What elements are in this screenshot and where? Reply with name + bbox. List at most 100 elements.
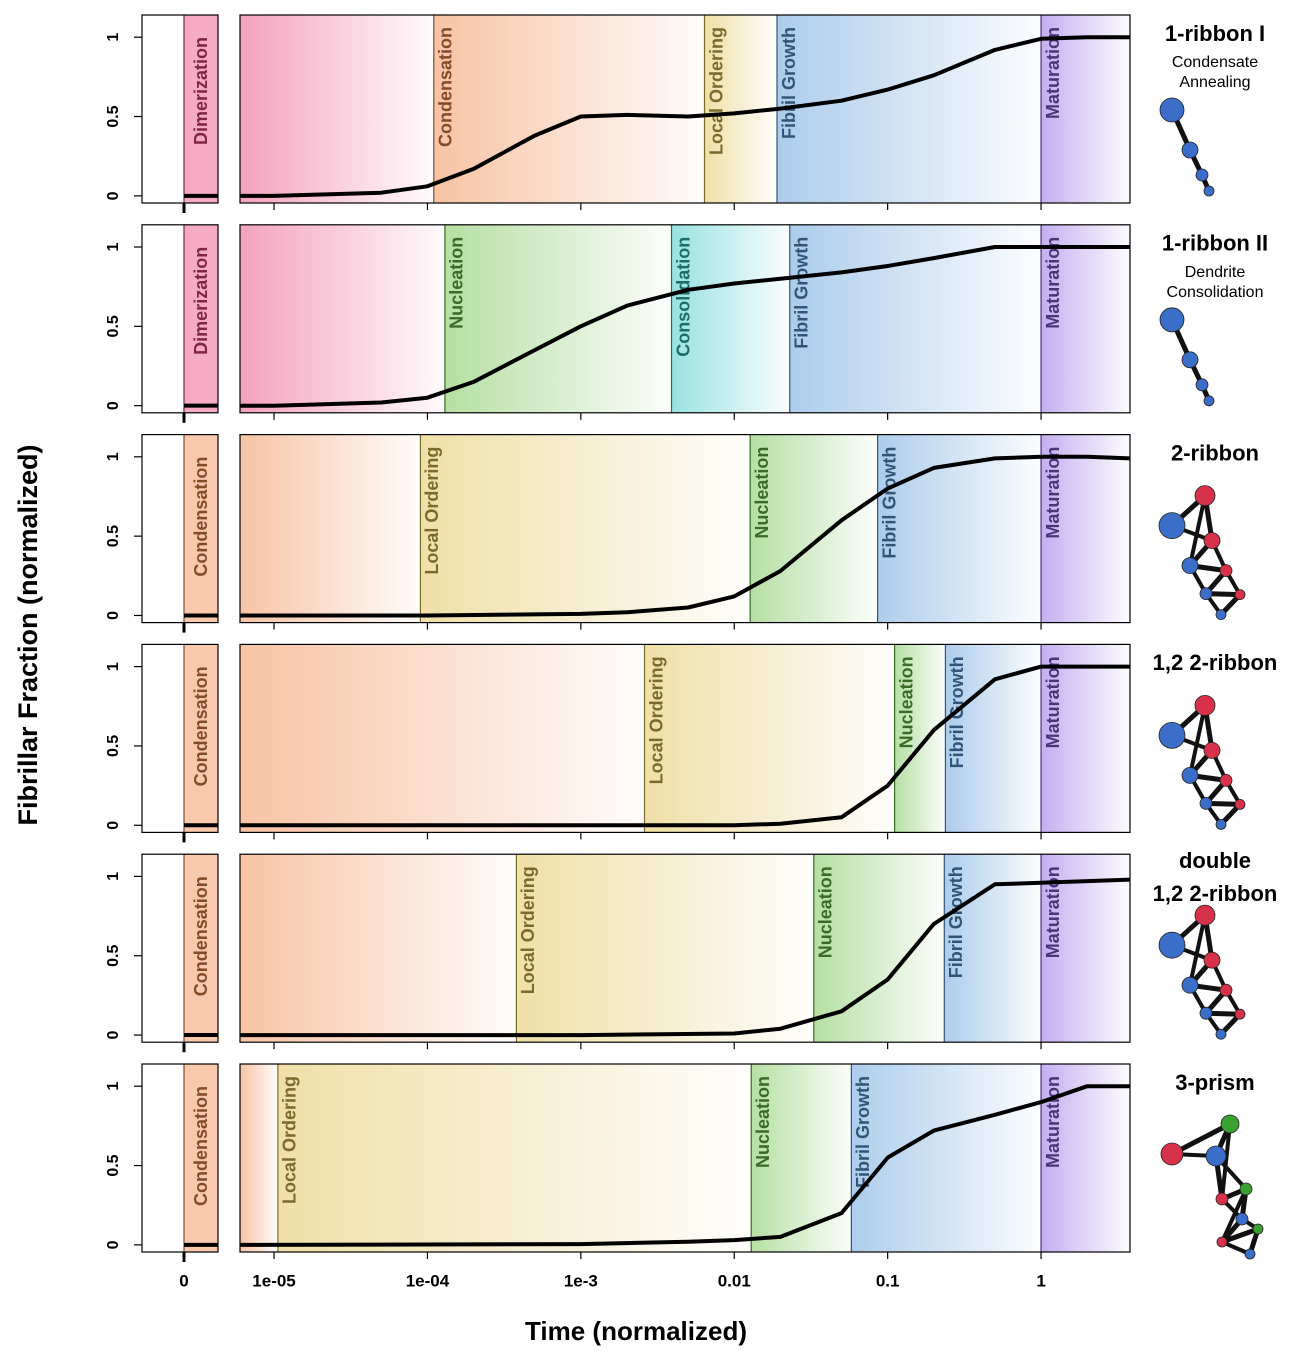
y-tick-label: 1 <box>105 242 122 251</box>
icon-bead <box>1234 589 1246 600</box>
phase-band <box>750 434 878 623</box>
phase-band <box>1041 224 1130 413</box>
phase-label: Maturation <box>1043 237 1063 329</box>
phase-label: Nucleation <box>447 237 467 329</box>
plot-frame <box>141 434 219 624</box>
panel: Condensation Local Ordering Nucleation Fibr… <box>105 434 1259 633</box>
icon-bead <box>1199 1006 1213 1020</box>
panel-title: 1,2 2-ribbon <box>1153 650 1278 675</box>
phase-band <box>945 644 1042 833</box>
phase-label: Dimerization <box>191 247 211 355</box>
phase-band <box>751 1064 852 1252</box>
x-tick-label: 1e-05 <box>252 1271 295 1290</box>
phase-band <box>789 224 1042 413</box>
phase-band <box>240 15 434 203</box>
phase-band <box>184 1064 218 1252</box>
phase-band <box>184 854 218 1043</box>
plot-frame <box>141 14 219 204</box>
y-tick-label: 0.5 <box>105 1154 122 1176</box>
icon-bead <box>1194 904 1216 926</box>
icon-bead <box>1205 1145 1227 1167</box>
icon-bead <box>1181 141 1199 159</box>
y-tick-label: 1 <box>105 872 122 881</box>
phase-label: Local Ordering <box>422 447 442 575</box>
y-tick-label: 0.5 <box>105 105 122 127</box>
phase-band <box>184 15 218 203</box>
y-tick-label: 0 <box>105 821 122 830</box>
mean-line <box>240 454 1131 618</box>
phase-band <box>851 1064 1042 1252</box>
icon-bond <box>1188 495 1207 567</box>
plot-frame <box>141 853 219 1043</box>
phase-band <box>813 854 945 1043</box>
phase-label: Maturation <box>1043 656 1063 748</box>
phase-label: Dimerization <box>191 37 211 145</box>
icon-bead <box>1181 351 1199 369</box>
phase-band <box>433 15 705 203</box>
y-tick-label: 0.5 <box>105 525 122 547</box>
mean-line <box>240 245 1130 408</box>
icon-bead <box>1239 1182 1253 1196</box>
phase-label: Maturation <box>1043 447 1063 539</box>
phase-label: Maturation <box>1043 1076 1063 1168</box>
phase-label: Maturation <box>1043 866 1063 958</box>
icon-bead <box>1203 395 1215 407</box>
phase-band <box>1041 644 1130 833</box>
icon-bead <box>1181 976 1199 994</box>
phase-label: Condensation <box>191 1086 211 1206</box>
icon-bond <box>1220 1188 1248 1243</box>
y-tick-label: 0 <box>105 191 122 200</box>
panel: Condensation Local Ordering Nucleation Fibr… <box>105 1063 1264 1262</box>
plot-frame <box>141 224 219 414</box>
icon-bead <box>1158 931 1186 959</box>
phase-band <box>240 1064 278 1252</box>
plot-frame <box>239 14 1131 204</box>
icon-bead <box>1244 1248 1256 1260</box>
phase-band <box>184 224 218 413</box>
phase-label: Maturation <box>1043 27 1063 119</box>
x-tick-label: 0 <box>179 1271 188 1290</box>
icon-bond <box>1221 1226 1259 1245</box>
phase-band <box>277 1064 752 1252</box>
y-tick-label: 0 <box>105 401 122 410</box>
icon-bead <box>1215 1028 1227 1040</box>
icon-bead <box>1215 1192 1229 1206</box>
icon-bead <box>1194 695 1216 716</box>
icon-bead <box>1203 185 1215 197</box>
icon-bead <box>1194 485 1216 507</box>
plot-frame <box>239 434 1131 624</box>
plot-frame <box>239 224 1131 414</box>
icon-bead <box>1203 532 1221 549</box>
phase-label: Consolidation <box>673 237 693 357</box>
plot-frame <box>141 1063 219 1253</box>
phase-label: Local Ordering <box>646 656 666 784</box>
y-tick-label: 0 <box>105 1240 122 1249</box>
icon-bead <box>1234 799 1246 810</box>
x-tick-label: 0.01 <box>718 1271 751 1290</box>
mean-line <box>240 664 1130 828</box>
icon-bead <box>1199 797 1213 810</box>
icon-bead <box>1195 168 1209 182</box>
plot-frame <box>239 643 1131 834</box>
x-axis-title: Time (normalized) <box>525 1316 747 1346</box>
phase-label: Condensation <box>191 457 211 577</box>
phase-band <box>894 644 946 833</box>
phase-band <box>671 224 790 413</box>
phase-label: Nucleation <box>816 866 836 958</box>
icon-bead <box>1219 774 1233 787</box>
mean-line <box>240 877 1131 1038</box>
phase-label: Local Ordering <box>280 1076 300 1204</box>
icon-bead <box>1215 609 1227 620</box>
y-tick-label: 0.5 <box>105 315 122 337</box>
icon-bead <box>1252 1223 1264 1235</box>
icon-bead <box>1219 564 1233 577</box>
phase-label: Fibril Growth <box>853 1076 873 1188</box>
icon-bead <box>1203 742 1221 759</box>
panel-subtitle: Condensate <box>1172 54 1258 71</box>
icon-bead <box>1219 983 1233 997</box>
mean-line <box>240 35 1130 198</box>
plot-frame <box>141 643 219 834</box>
phase-label: Nucleation <box>753 1076 773 1168</box>
